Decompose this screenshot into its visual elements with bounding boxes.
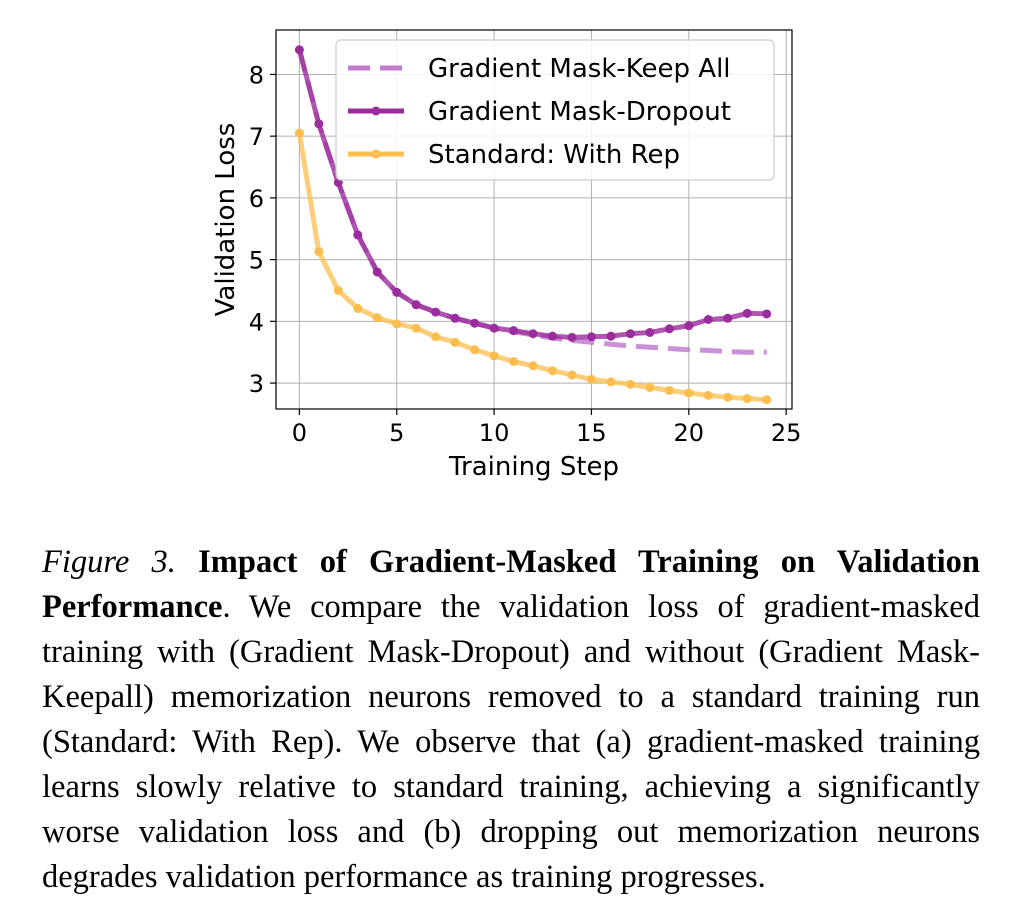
x-tick-label: 15	[576, 419, 607, 447]
data-point	[333, 285, 343, 295]
data-point	[314, 247, 324, 257]
data-point	[372, 313, 382, 323]
data-point	[606, 377, 616, 387]
data-point	[547, 331, 557, 341]
legend-label: Standard: With Rep	[428, 140, 680, 170]
data-point	[703, 390, 713, 400]
data-point	[723, 313, 733, 323]
data-point	[411, 323, 421, 333]
data-point	[703, 314, 713, 324]
legend-box	[335, 39, 775, 181]
data-point	[547, 366, 557, 376]
data-point	[470, 345, 480, 355]
data-point	[586, 374, 596, 384]
data-point	[450, 337, 460, 347]
data-point	[392, 319, 402, 329]
y-tick-label: 7	[249, 123, 264, 151]
plot-frame	[275, 29, 793, 410]
y-axis-title: Validation Loss	[211, 123, 241, 317]
line-chart: 0 5 10 15 20 25 3 4 5 6 7 8 Training Step Validatio…	[211, 29, 802, 482]
data-point	[742, 308, 752, 318]
data-point	[294, 45, 304, 55]
figure-caption: Figure 3. Impact of Gradient-Masked Trai…	[42, 540, 980, 900]
data-point	[431, 307, 441, 317]
legend-marker	[371, 106, 381, 116]
data-point	[294, 128, 304, 138]
x-tick-label: 25	[771, 419, 802, 447]
x-tick-label: 0	[292, 419, 307, 447]
data-point	[528, 361, 538, 371]
data-point	[625, 379, 635, 389]
data-point	[353, 230, 363, 240]
legend-marker	[371, 149, 381, 159]
data-point	[489, 323, 499, 333]
data-point	[664, 385, 674, 395]
data-point	[528, 329, 538, 339]
data-point	[762, 395, 772, 405]
data-point	[664, 324, 674, 334]
data-point	[509, 356, 519, 366]
x-tick-label: 5	[389, 419, 404, 447]
data-point	[606, 331, 616, 341]
data-point	[586, 332, 596, 342]
x-axis-title: Training Step	[448, 452, 619, 482]
figure-title: Impact of Gradient-Masked Training on Va…	[42, 544, 981, 625]
y-tick-label: 8	[249, 61, 264, 89]
data-point	[645, 327, 655, 337]
data-point	[314, 119, 324, 129]
data-point	[762, 309, 772, 319]
data-point	[372, 267, 382, 277]
legend: Gradient Mask-Keep All Gradient Mask-Drop…	[335, 39, 775, 181]
y-tick-label: 6	[249, 185, 264, 213]
x-tick-label: 20	[674, 419, 705, 447]
data-point	[742, 394, 752, 404]
data-point	[470, 318, 480, 328]
series-layer	[294, 45, 772, 405]
tick-layer: 0 5 10 15 20 25 3 4 5 6 7 8	[249, 61, 802, 447]
y-tick-label: 3	[249, 370, 264, 398]
data-point	[431, 332, 441, 342]
data-point	[567, 370, 577, 380]
data-point	[489, 351, 499, 361]
data-point	[625, 329, 635, 339]
data-point	[684, 321, 694, 331]
x-tick-label: 10	[479, 419, 510, 447]
data-point	[509, 326, 519, 336]
data-point	[392, 287, 402, 297]
legend-label: Gradient Mask-Keep All	[428, 54, 731, 84]
data-point	[723, 392, 733, 402]
y-tick-label: 4	[249, 308, 264, 336]
legend-label: Gradient Mask-Dropout	[428, 97, 731, 127]
data-point	[684, 388, 694, 398]
data-point	[353, 303, 363, 313]
data-point	[450, 313, 460, 323]
data-point	[411, 300, 421, 310]
figure-label: Figure 3.	[42, 544, 176, 580]
figure-caption-body: . We compare the validation loss of grad…	[42, 589, 980, 895]
y-tick-label: 5	[249, 247, 264, 275]
data-point	[645, 382, 655, 392]
data-point	[567, 332, 577, 342]
